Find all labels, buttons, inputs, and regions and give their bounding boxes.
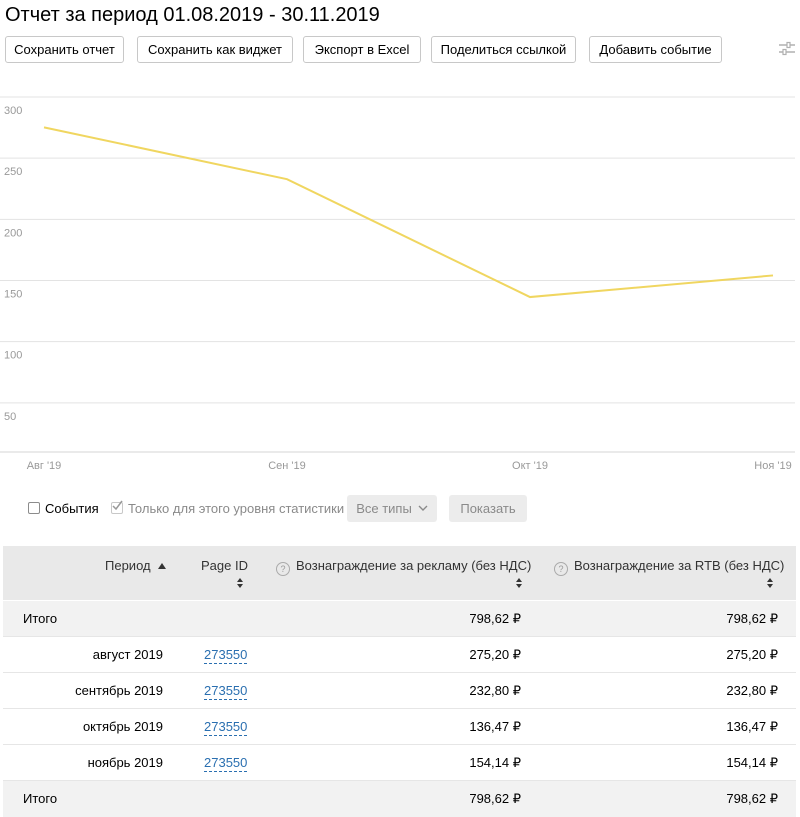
sort-asc-icon [158,563,167,569]
rtb-value-cell: 232,80 ₽ [726,683,778,698]
level-only-label: Только для этого уровня статистики [128,501,345,516]
filters-bar: События Только для этого уровня статисти… [0,494,800,524]
series-line [43,126,774,299]
help-icon[interactable]: ? [276,562,290,576]
total-row: Итого 798,62 ₽ 798,62 ₽ [3,781,796,817]
ad-value-cell: 154,14 ₽ [469,755,521,770]
share-link-button[interactable]: Поделиться ссылкой [431,36,576,63]
chevron-down-icon [418,505,428,511]
types-dropdown[interactable]: Все типы [347,495,437,522]
table-row: октябрь 2019 273550 136,47 ₽ 136,47 ₽ [3,709,796,745]
y-tick-label: 100 [4,350,22,362]
rtb-reward-header[interactable]: ? Вознаграждение за RTB (без НДС) [554,558,784,576]
total-row: Итого 798,62 ₽ 798,62 ₽ [3,601,796,637]
x-tick-label: Авг '19 [27,460,62,472]
show-button[interactable]: Показать [449,495,527,522]
save-widget-button[interactable]: Сохранить как виджет [137,36,293,63]
period-header-label: Период [105,558,151,573]
line-chart: 300 250 200 150 100 50 Авг '19 Сен '19 Окт '19 Но… [0,84,800,484]
total-rtb-value: 798,62 ₽ [726,791,778,806]
ad-value-cell: 275,20 ₽ [469,647,521,662]
table-header: Период Page ID ? Вознаграждение за реклам… [3,546,796,600]
export-excel-button[interactable]: Экспорт в Excel [303,36,421,63]
sort-icon[interactable] [237,578,243,588]
total-rtb-value: 798,62 ₽ [726,611,778,626]
period-cell: ноябрь 2019 [87,755,163,770]
total-ad-value: 798,62 ₽ [469,791,521,806]
add-event-button[interactable]: Добавить событие [589,36,722,63]
period-cell: сентябрь 2019 [75,683,163,698]
total-ad-value: 798,62 ₽ [469,611,521,626]
period-cell: август 2019 [92,647,163,662]
events-checkbox[interactable] [28,502,40,514]
ad-reward-header[interactable]: ? Вознаграждение за рекламу (без НДС) [276,558,531,576]
types-dropdown-label: Все типы [356,501,412,516]
total-label: Итого [23,611,58,626]
x-tick-label: Сен '19 [268,460,306,472]
y-tick-label: 50 [4,411,16,423]
total-label: Итого [23,791,58,806]
table-row: август 2019 273550 275,20 ₽ 275,20 ₽ [3,637,796,673]
y-tick-label: 300 [4,105,22,117]
sort-icon[interactable] [516,578,522,588]
page-id-header[interactable]: Page ID [201,558,248,573]
rtb-value-cell: 136,47 ₽ [726,719,778,734]
level-only-checkbox[interactable] [111,500,123,514]
rtb-reward-header-label: Вознаграждение за RTB (без НДС) [574,558,785,573]
page-id-link[interactable]: 273550 [204,647,248,664]
page-id-link[interactable]: 273550 [204,719,248,736]
period-header[interactable]: Период [105,558,167,574]
events-label: События [45,501,99,516]
rtb-value-cell: 154,14 ₽ [726,755,778,770]
table-row: сентябрь 2019 273550 232,80 ₽ 232,80 ₽ [3,673,796,709]
rtb-value-cell: 275,20 ₽ [726,647,778,662]
x-tick-label: Ноя '19 [754,460,791,472]
save-report-button[interactable]: Сохранить отчет [5,36,124,63]
page-id-link[interactable]: 273550 [204,755,248,772]
x-tick-label: Окт '19 [512,460,548,472]
y-tick-label: 150 [4,289,22,301]
page-title: Отчет за период 01.08.2019 - 30.11.2019 [5,4,380,26]
page-id-link[interactable]: 273550 [204,683,248,700]
y-tick-label: 250 [4,166,22,178]
y-tick-label: 200 [4,227,22,239]
chart-svg: 300 250 200 150 100 50 Авг '19 Сен '19 Окт '19 Но… [0,96,795,472]
ad-reward-header-label: Вознаграждение за рекламу (без НДС) [296,558,532,573]
help-icon[interactable]: ? [554,562,568,576]
check-icon [112,500,123,511]
ad-value-cell: 136,47 ₽ [469,719,521,734]
table-row: ноябрь 2019 273550 154,14 ₽ 154,14 ₽ [3,745,796,781]
sort-icon[interactable] [767,578,773,588]
sliders-icon[interactable] [778,40,796,58]
period-cell: октябрь 2019 [82,719,163,734]
ad-value-cell: 232,80 ₽ [469,683,521,698]
